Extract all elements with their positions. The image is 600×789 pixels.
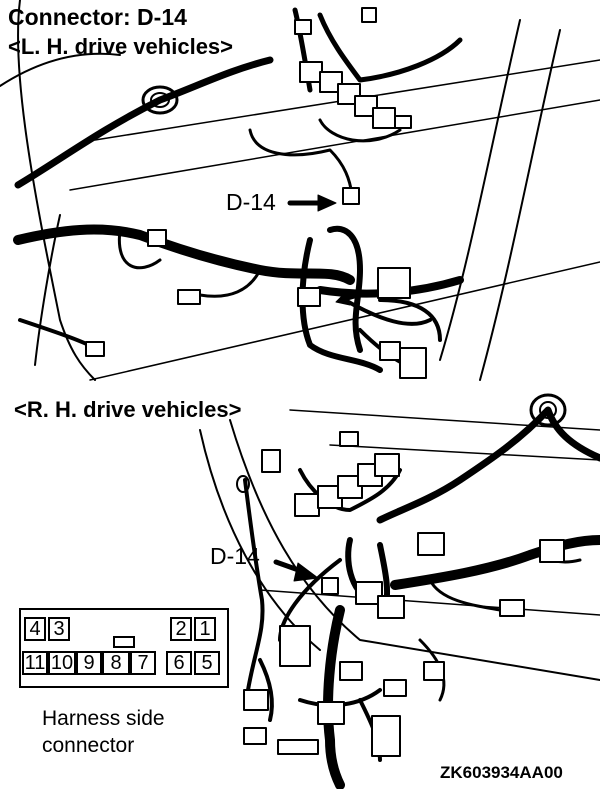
connector-title: Connector: D-14: [8, 4, 187, 30]
pin-10: 10: [48, 651, 76, 675]
pin-1: 1: [194, 617, 216, 641]
connector-caption-line1: Harness side: [42, 707, 165, 730]
pin-11: 11: [22, 651, 48, 675]
pin-5: 5: [194, 651, 220, 675]
pin-3: 3: [48, 617, 70, 641]
lhd-label: <L. H. drive vehicles>: [8, 34, 234, 59]
connector-caption-line2: connector: [42, 734, 135, 757]
pin-2: 2: [170, 617, 192, 641]
harness-side-connector: 4 3 2 1 11 10 9 8 7 6 5: [18, 607, 230, 689]
pin-8: 8: [102, 651, 130, 675]
figure-code: ZK603934AA00: [440, 763, 563, 782]
connector-outline: [19, 608, 229, 688]
pin-6: 6: [166, 651, 192, 675]
pin-9: 9: [76, 651, 102, 675]
rhd-label: <R. H. drive vehicles>: [14, 397, 242, 422]
pin-4: 4: [24, 617, 46, 641]
pin-7: 7: [130, 651, 156, 675]
rhd-callout-label: D-14: [210, 543, 260, 569]
lhd-callout-label: D-14: [226, 189, 276, 215]
